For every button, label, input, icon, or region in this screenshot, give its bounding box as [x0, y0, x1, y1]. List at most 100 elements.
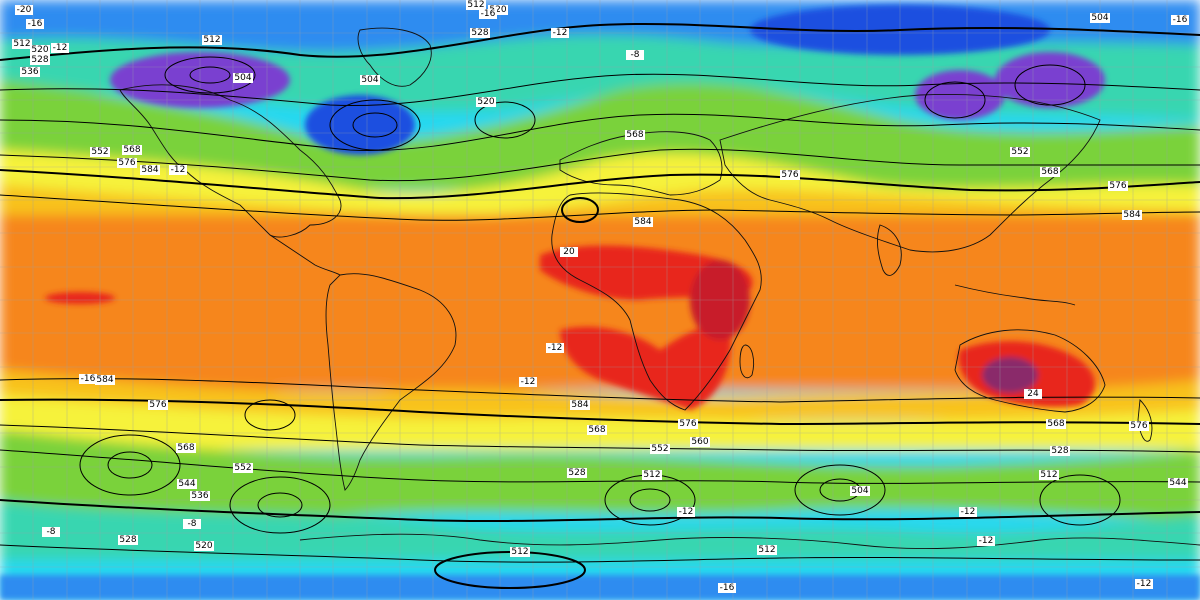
contour-label: 504 [360, 75, 380, 85]
svg-text:544: 544 [1169, 478, 1186, 488]
low-okhotsk [1014, 64, 1086, 106]
contour-label: 520 [476, 97, 496, 107]
contour-label: 536 [20, 67, 40, 77]
contour-label: 528 [470, 28, 490, 38]
temperature-label: -16 [479, 9, 497, 19]
contour-label: 528 [567, 468, 587, 478]
contour-label: 528 [118, 535, 138, 545]
svg-text:584: 584 [141, 165, 158, 175]
svg-text:-12: -12 [171, 165, 186, 175]
hot-central-africa [560, 326, 731, 410]
coast-india [876, 224, 902, 276]
coast-asia [719, 93, 1101, 253]
coast-south-america [325, 273, 457, 491]
contour-label: 568 [587, 425, 607, 435]
high-south-atlantic [244, 399, 296, 431]
svg-text:568: 568 [1041, 167, 1058, 177]
contour-label: 584 [633, 217, 653, 227]
contour-label: 584 [1122, 210, 1142, 220]
low-alaska-inner [189, 66, 231, 84]
coast-madagascar [739, 344, 755, 379]
svg-text:-8: -8 [631, 50, 640, 60]
contour-536-north [0, 73, 1200, 107]
svg-text:504: 504 [851, 486, 868, 496]
contour-label: 568 [122, 145, 142, 155]
svg-text:568: 568 [177, 443, 194, 453]
contour-552-north [0, 113, 1200, 151]
svg-text:-12: -12 [679, 507, 694, 517]
svg-text:536: 536 [21, 67, 38, 77]
svg-text:-8: -8 [47, 527, 56, 537]
hot-spot-pacific [45, 292, 115, 304]
contour-label: 560 [690, 437, 710, 447]
svg-text:520: 520 [489, 5, 506, 15]
temperature-label: -12 [1135, 579, 1153, 589]
temperature-label: -16 [718, 583, 736, 593]
low-south-atlantic-inner [629, 488, 671, 512]
contour-label: 512 [1039, 470, 1059, 480]
contour-label: 512 [510, 547, 530, 557]
coast-central-america [269, 234, 341, 276]
svg-text:-12: -12 [979, 536, 994, 546]
svg-text:552: 552 [234, 463, 251, 473]
svg-text:576: 576 [781, 170, 798, 180]
svg-text:568: 568 [123, 145, 140, 155]
contour-label: 512 [12, 39, 32, 49]
contour-label: 528 [1050, 446, 1070, 456]
temperature-label: -12 [169, 165, 187, 175]
svg-text:576: 576 [679, 419, 696, 429]
geopotential-contours [0, 22, 1200, 589]
contour-label: 576 [780, 170, 800, 180]
svg-text:520: 520 [477, 97, 494, 107]
low-south-atlantic-west-inner [257, 492, 303, 518]
svg-text:576: 576 [1130, 421, 1147, 431]
contour-label: 504 [1090, 13, 1110, 23]
contour-label: 520 [30, 45, 50, 55]
svg-text:512: 512 [203, 35, 220, 45]
svg-text:-8: -8 [188, 519, 197, 529]
contour-label: 512 [202, 35, 222, 45]
contour-label: 584 [570, 400, 590, 410]
temperature-label: -12 [519, 377, 537, 387]
low-south-atlantic-west [229, 476, 331, 534]
contour-label: 504 [850, 486, 870, 496]
svg-text:-12: -12 [548, 343, 563, 353]
temperature-label: -16 [1171, 15, 1189, 25]
temperature-label: 24 [1024, 389, 1042, 399]
low-canada [329, 99, 421, 151]
contour-584-north [0, 194, 1200, 221]
svg-text:-12: -12 [53, 43, 68, 53]
svg-text:-12: -12 [553, 28, 568, 38]
svg-text:-20: -20 [17, 5, 32, 15]
temperature-label: -8 [626, 50, 644, 60]
svg-text:504: 504 [361, 75, 378, 85]
svg-text:528: 528 [119, 535, 136, 545]
contour-label: 528 [30, 55, 50, 65]
svg-text:520: 520 [31, 45, 48, 55]
svg-text:504: 504 [1091, 13, 1108, 23]
contour-576-north [0, 169, 1200, 200]
contour-label: 576 [148, 400, 168, 410]
svg-text:544: 544 [178, 479, 195, 489]
contour-label: 552 [1010, 147, 1030, 157]
low-atlantic [474, 101, 536, 139]
svg-text:568: 568 [588, 425, 605, 435]
svg-text:-12: -12 [1137, 579, 1152, 589]
contour-label: 576 [678, 419, 698, 429]
temperature-label: -20 [15, 5, 33, 15]
low-siberia [924, 81, 986, 119]
svg-text:512: 512 [467, 0, 484, 10]
svg-text:520: 520 [195, 541, 212, 551]
svg-text:-16: -16 [28, 19, 43, 29]
svg-text:512: 512 [13, 39, 30, 49]
svg-text:568: 568 [626, 130, 643, 140]
svg-text:-16: -16 [720, 583, 735, 593]
svg-text:552: 552 [1011, 147, 1028, 157]
contour-528-south [0, 499, 1200, 523]
coast-indonesia [954, 284, 1076, 306]
low-tasman [1039, 474, 1121, 526]
svg-text:504: 504 [234, 73, 251, 83]
temperature-labels: -20 -16 -12 -8 -12 -16 -12 -12 -16 -12 -… [15, 5, 1189, 593]
